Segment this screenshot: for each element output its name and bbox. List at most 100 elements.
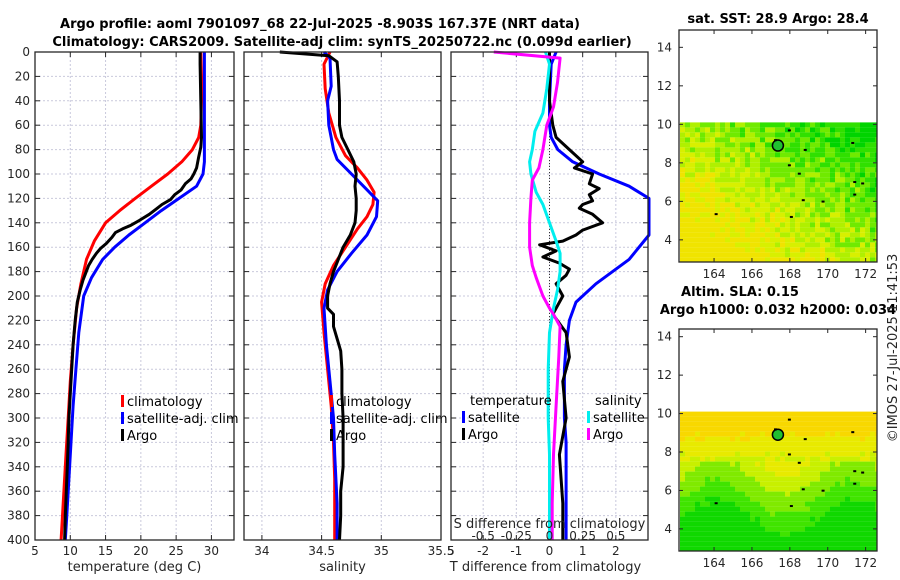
map-cell	[765, 501, 770, 507]
map-cell	[695, 142, 700, 148]
map-cell	[850, 431, 855, 437]
map-cell	[805, 137, 810, 143]
map-cell	[825, 416, 830, 422]
map-cell	[780, 132, 785, 138]
map-cell	[690, 501, 695, 507]
y-tick-label: 6	[664, 194, 672, 208]
map-cell	[825, 207, 830, 213]
map-cell	[865, 486, 870, 492]
map-cell	[710, 202, 715, 208]
map-cell	[785, 162, 790, 168]
map-cell	[710, 162, 715, 168]
map-cell	[765, 526, 770, 532]
map-cell	[830, 257, 835, 262]
map-cell	[700, 441, 705, 447]
map-cell	[680, 411, 685, 417]
map-cell	[835, 172, 840, 178]
map-cell	[685, 222, 690, 228]
map-cell	[730, 127, 735, 133]
map-cell	[730, 476, 735, 482]
map-cell	[685, 526, 690, 532]
map-cell	[740, 157, 745, 163]
map-cell	[775, 501, 780, 507]
map-cell	[705, 541, 710, 547]
map-cell	[720, 411, 725, 417]
map-cell	[855, 516, 860, 522]
map-cell	[720, 476, 725, 482]
map-cell	[805, 526, 810, 532]
map-cell	[805, 416, 810, 422]
map-cell	[830, 162, 835, 168]
map-cell	[785, 252, 790, 258]
map-cell	[760, 197, 765, 203]
map-cell	[735, 411, 740, 417]
map-cell	[850, 491, 855, 497]
map-cell	[850, 252, 855, 258]
map-cell	[730, 257, 735, 262]
map-cell	[800, 466, 805, 472]
map-cell	[865, 172, 870, 178]
map-cell	[840, 157, 845, 163]
map-cell	[740, 426, 745, 432]
map-cell	[755, 257, 760, 262]
map-cell	[790, 486, 795, 492]
map-cell	[730, 506, 735, 512]
map-cell	[710, 511, 715, 517]
map-cell	[715, 521, 720, 527]
map-cell	[710, 536, 715, 542]
map-cell	[705, 232, 710, 238]
map-cell	[715, 137, 720, 143]
y-tick-label: 4	[664, 522, 672, 536]
map-cell	[825, 516, 830, 522]
map-cell	[705, 162, 710, 168]
map-cell	[840, 137, 845, 143]
map-cell	[785, 157, 790, 163]
map-cell	[695, 481, 700, 487]
map-cell	[700, 466, 705, 472]
map-cell	[845, 147, 850, 153]
map-cell	[695, 546, 700, 551]
map-cell	[745, 501, 750, 507]
legend-entry-s-argo-swatch	[587, 428, 590, 440]
map-cell	[720, 177, 725, 183]
map-cell	[790, 257, 795, 262]
map-cell	[850, 411, 855, 417]
map-cell	[805, 521, 810, 527]
map-cell	[845, 227, 850, 233]
map-cell	[760, 421, 765, 427]
map-cell	[740, 461, 745, 467]
map-cell	[815, 471, 820, 477]
map-cell	[830, 227, 835, 233]
map-cell	[770, 147, 775, 153]
map-cell	[820, 157, 825, 163]
map-cell	[775, 202, 780, 208]
map-cell	[705, 212, 710, 218]
map-cell	[870, 511, 875, 517]
map-cell	[865, 496, 870, 502]
map-cell	[745, 207, 750, 213]
map-cell	[845, 546, 850, 551]
map-cell	[860, 247, 865, 253]
map-cell	[820, 436, 825, 442]
map-cell	[825, 491, 830, 497]
map-cell	[740, 242, 745, 248]
map-cell	[750, 177, 755, 183]
map-cell	[820, 546, 825, 551]
map-cell	[805, 546, 810, 551]
map-cell	[795, 157, 800, 163]
map-cell	[715, 227, 720, 233]
map-cell	[725, 546, 730, 551]
island-outline	[797, 172, 801, 175]
map-cell	[870, 496, 875, 502]
map-cell	[795, 217, 800, 223]
map-cell	[865, 162, 870, 168]
map-cell	[720, 167, 725, 173]
map-cell	[820, 237, 825, 243]
map-cell	[695, 207, 700, 213]
map-cell	[760, 466, 765, 472]
map-cell	[725, 167, 730, 173]
map-cell	[760, 202, 765, 208]
map-cell	[875, 137, 877, 143]
map-cell	[845, 152, 850, 158]
map-cell	[680, 461, 685, 467]
